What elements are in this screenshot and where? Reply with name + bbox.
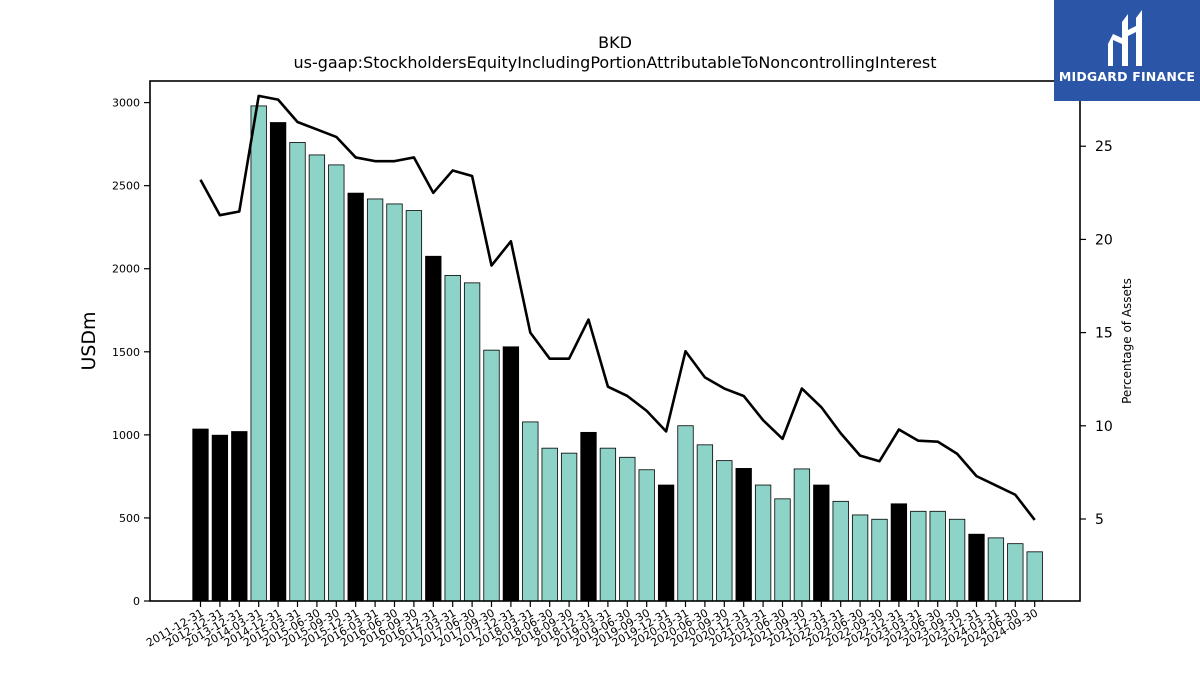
bar [560, 452, 578, 602]
bar [192, 428, 209, 602]
plot-frame [149, 80, 1081, 602]
bar [425, 255, 442, 602]
bar [754, 484, 772, 602]
bar [580, 431, 597, 602]
bar [657, 484, 675, 602]
y2-tick-label: 20 [1095, 232, 1113, 248]
bar [851, 514, 869, 602]
bar [250, 105, 267, 602]
y-tick-label: 1500 [112, 346, 140, 359]
bar-series [192, 105, 1043, 602]
bar [289, 142, 306, 602]
bar [541, 447, 558, 602]
y2-tick-label: 5 [1095, 512, 1104, 528]
y2-tick-label: 10 [1095, 419, 1113, 435]
bar [1007, 543, 1024, 602]
bar [929, 510, 946, 602]
bar [211, 434, 229, 602]
y-tick-label: 1000 [112, 429, 140, 442]
bar [968, 533, 985, 602]
y2-axis-label: Percentage of Assets [1120, 278, 1134, 404]
bar [871, 518, 888, 602]
bar [599, 447, 617, 602]
y-tick-label: 500 [119, 512, 140, 525]
bar [774, 498, 791, 602]
bar [696, 444, 714, 602]
y-axis: 0 500 1000 1500 2000 2500 3000 [112, 97, 150, 608]
bar [463, 282, 481, 602]
bar [405, 210, 423, 602]
bar [231, 431, 248, 602]
bar [269, 122, 287, 602]
bar [677, 425, 694, 602]
logo-text: MIDGARD FINANCE [1058, 69, 1196, 84]
bar [386, 203, 403, 602]
bar [328, 164, 345, 602]
bar [1026, 551, 1043, 602]
x-axis: 2011-12-312012-12-312013-12-312014-03-31… [144, 601, 1040, 650]
midgard-logo-icon [1108, 10, 1142, 66]
bar [948, 518, 966, 602]
bar [347, 192, 364, 602]
bar [502, 346, 520, 602]
bar [619, 456, 636, 602]
bar [910, 510, 927, 602]
line-path [199, 94, 1036, 521]
bar [444, 274, 461, 602]
bar [987, 537, 1005, 602]
bar [793, 468, 811, 602]
y-tick-label: 2000 [112, 263, 140, 276]
y2-tick-label: 25 [1095, 139, 1113, 155]
brand-logo: MIDGARD FINANCE [1054, 0, 1200, 101]
bar [813, 484, 830, 602]
y-tick-label: 3000 [112, 97, 140, 110]
chart-title: BKD [598, 33, 632, 52]
chart-subtitle: us-gaap:StockholdersEquityIncludingPorti… [293, 53, 936, 72]
bar [483, 349, 500, 602]
bar [522, 421, 539, 602]
bar [735, 468, 752, 602]
y2-tick-label: 15 [1095, 326, 1113, 342]
bar [832, 500, 849, 602]
bar [716, 460, 733, 602]
y2-axis: 5 10 15 20 25 [1080, 139, 1113, 528]
bar [366, 198, 384, 602]
y-axis-label: USDm [78, 311, 100, 370]
y-tick-label: 0 [133, 595, 140, 608]
line-series [199, 94, 1036, 521]
bar [308, 154, 326, 602]
y-tick-label: 2500 [112, 180, 140, 193]
bar [890, 503, 908, 602]
bar [638, 469, 655, 602]
